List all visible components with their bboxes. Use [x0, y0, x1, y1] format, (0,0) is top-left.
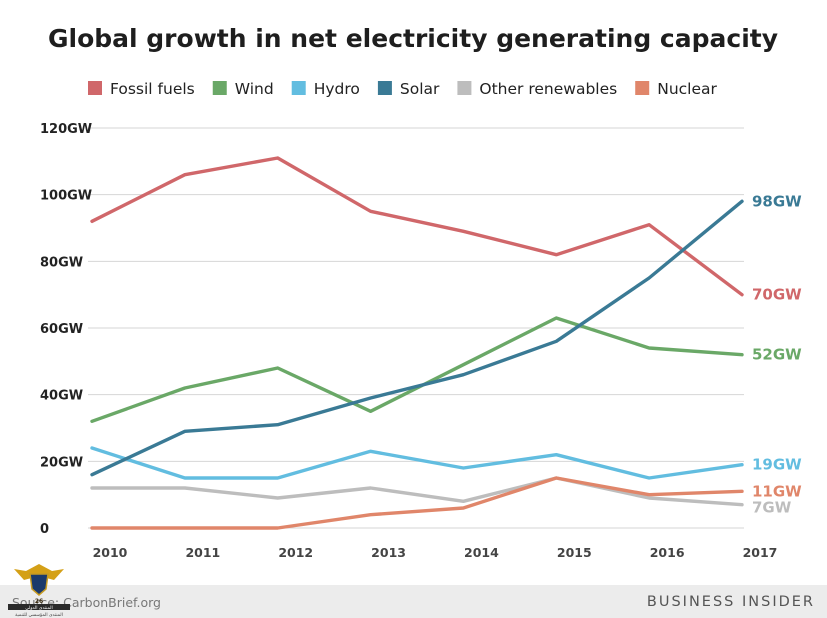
x-tick-label: 2016 — [650, 545, 685, 560]
legend-label: Wind — [235, 80, 274, 98]
series-lines — [90, 156, 744, 530]
legend-item-wind: Wind — [212, 80, 274, 98]
x-tick-label: 2017 — [743, 545, 778, 560]
series-line-fossil-fuels — [90, 156, 744, 297]
legend-swatch — [635, 81, 650, 95]
x-axis-ticks: 2010 2011 2012 2013 2014 2015 2016 2017 — [93, 545, 778, 560]
series-line-solar — [90, 199, 744, 477]
footer: Source: CarbonBrief.org BUSINESS INSIDER — [0, 585, 827, 618]
x-tick-label: 2015 — [557, 545, 592, 560]
y-tick-label: 100GW — [40, 189, 92, 204]
legend-item-fossil-fuels: Fossil fuels — [88, 80, 195, 98]
legend-item-hydro: Hydro — [291, 80, 360, 98]
legend-label: Nuclear — [657, 80, 717, 98]
legend-swatch — [212, 81, 227, 95]
watermark-year: 26 — [35, 598, 43, 605]
legend-label: Other renewables — [479, 80, 617, 98]
brand-logo: BUSINESS INSIDER — [646, 594, 815, 610]
y-tick-label: 40GW — [40, 389, 83, 404]
legend-swatch — [291, 81, 306, 95]
series-line-nuclear — [90, 476, 744, 530]
x-tick-label: 2012 — [278, 545, 313, 560]
legend-item-other-renewables: Other renewables — [457, 80, 617, 98]
legend-swatch — [88, 81, 102, 95]
shield-icon — [29, 573, 49, 596]
end-label-other-renewables: 7GW — [752, 498, 792, 516]
x-tick-label: 2013 — [371, 545, 406, 560]
legend-label: Fossil fuels — [110, 80, 195, 98]
end-label-solar: 98GW — [752, 192, 802, 210]
legend-item-solar: Solar — [377, 80, 440, 98]
legend-swatch — [457, 81, 472, 95]
series-line-wind — [90, 316, 744, 423]
legend: Fossil fuels Wind Hydro Solar Other renewabl… — [88, 80, 718, 98]
legend-label: Hydro — [314, 80, 360, 98]
y-axis-ticks: 0 20GW 40GW 60GW 80GW 100GW 120GW — [40, 122, 92, 537]
end-label-wind: 52GW — [752, 346, 802, 364]
y-tick-label: 80GW — [40, 255, 83, 270]
y-tick-label: 60GW — [40, 322, 83, 337]
legend-item-nuclear: Nuclear — [635, 80, 718, 98]
end-label-nuclear: 11GW — [752, 482, 802, 500]
legend-swatch — [377, 81, 392, 95]
watermark-line2: المنتدى المؤسسي للتنمية — [15, 613, 63, 618]
grid — [88, 127, 744, 529]
wings-icon — [14, 564, 64, 580]
series-line-hydro — [90, 446, 744, 480]
chart-title: Global growth in net electricity generat… — [48, 24, 778, 53]
watermark-line1: المنتدى الدولي — [25, 606, 53, 611]
watermark-logo: 26 المنتدى الدولي المنتدى المؤسسي للتنمي… — [8, 564, 70, 618]
x-tick-label: 2010 — [93, 545, 128, 560]
y-tick-label: 20GW — [40, 455, 83, 470]
end-label-hydro: 19GW — [752, 456, 802, 474]
x-tick-label: 2011 — [185, 545, 220, 560]
y-tick-label: 0 — [40, 522, 49, 537]
y-tick-label: 120GW — [40, 122, 92, 137]
legend-label: Solar — [400, 80, 440, 98]
x-tick-label: 2014 — [464, 545, 499, 560]
watermark-bar — [8, 604, 70, 610]
end-label-fossil-fuels: 70GW — [752, 286, 802, 304]
series-line-other-renewables — [90, 476, 744, 507]
